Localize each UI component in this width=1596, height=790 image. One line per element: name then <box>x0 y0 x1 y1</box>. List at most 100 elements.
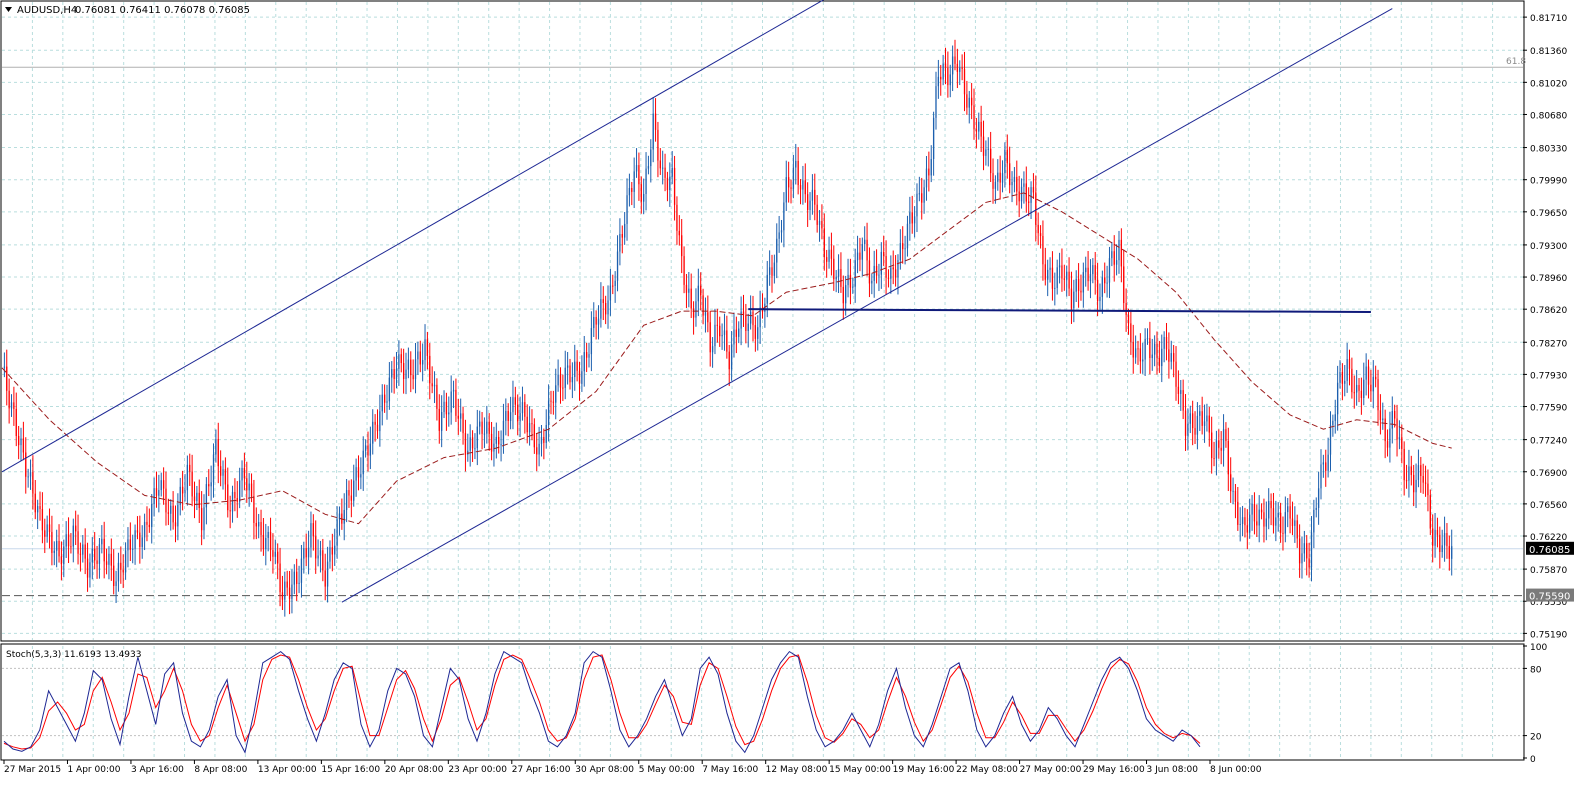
candle-body <box>944 63 947 68</box>
candle-bearish <box>455 378 457 422</box>
candle-body <box>75 525 77 532</box>
candle-bullish <box>364 439 367 458</box>
candle-bullish <box>469 424 471 467</box>
candle-bearish <box>681 219 683 274</box>
candle-bullish <box>1066 265 1068 297</box>
candle-bearish <box>357 455 360 491</box>
candle-body <box>1413 474 1415 493</box>
candle-body <box>538 443 540 455</box>
support-line[interactable] <box>748 308 1371 314</box>
candle-body <box>1382 418 1384 421</box>
candle-bullish <box>1011 171 1013 203</box>
candle-bullish <box>733 312 735 358</box>
candle-bullish <box>1115 244 1118 276</box>
candle-bearish <box>595 310 597 340</box>
candle-body <box>533 424 536 448</box>
candle-bullish <box>968 91 970 124</box>
candle-bullish <box>923 179 925 214</box>
time-tick-label: 5 May 00:00 <box>639 765 695 775</box>
candle-bullish <box>1023 171 1025 204</box>
candle-body <box>700 285 702 296</box>
candle-body <box>688 288 690 293</box>
candle-body <box>652 113 654 150</box>
candle-body <box>63 546 65 565</box>
candle-body <box>36 506 39 513</box>
candle-body <box>405 369 407 379</box>
candle-bullish <box>930 145 932 183</box>
candle-body <box>994 181 997 189</box>
channel-upper-line[interactable] <box>1 0 858 473</box>
candle-bearish <box>754 316 757 352</box>
candle-bearish <box>488 413 490 451</box>
candle-bullish <box>935 71 937 130</box>
dropdown-triangle-icon[interactable] <box>5 7 12 12</box>
candle-body <box>1153 343 1156 355</box>
candle-body <box>174 522 177 527</box>
candle-body <box>262 534 265 550</box>
price-chart-pane[interactable]: 0.81710 0.81360 0.81020 0.80680 0.80330 0.799… <box>0 0 1574 642</box>
candle-bearish <box>659 148 661 175</box>
candle-body <box>253 496 255 523</box>
candle-body <box>1329 424 1332 455</box>
candle-body <box>189 464 191 472</box>
candle-bullish <box>662 150 664 185</box>
current-price-label: 0.76085 <box>1529 545 1570 556</box>
candle-body <box>830 249 833 259</box>
candle-body <box>1218 440 1220 448</box>
candle-bullish <box>1203 404 1206 443</box>
candle-body <box>654 113 657 130</box>
candle-body <box>1151 354 1153 359</box>
candle-body <box>721 334 723 337</box>
stochastic-pane[interactable]: 100 80 20 0 <box>0 643 1547 765</box>
candle-body <box>574 361 576 378</box>
candle-bearish <box>1063 264 1065 291</box>
candle-bearish <box>60 541 63 581</box>
candle-bearish <box>1137 340 1139 365</box>
candle-body <box>248 483 250 491</box>
candle-body <box>486 421 488 434</box>
candle-bullish <box>1434 512 1436 558</box>
candle-bullish <box>669 162 671 207</box>
candle-bullish <box>124 542 127 580</box>
candle-bullish <box>1313 499 1315 549</box>
candle-bullish <box>258 513 260 539</box>
candle-body <box>1118 239 1120 261</box>
candle-body <box>583 352 585 372</box>
time-tick-label: 3 Apr 16:00 <box>131 765 184 775</box>
candle-body <box>208 484 210 487</box>
candle-body <box>1196 415 1199 435</box>
candle-body <box>122 569 124 573</box>
candle-bearish <box>840 252 842 293</box>
candle-bullish <box>1106 265 1108 298</box>
candle-body <box>856 252 859 261</box>
candle-bullish <box>29 459 32 490</box>
candle-bearish <box>726 315 728 359</box>
candle-bearish <box>707 295 709 333</box>
candle-bullish <box>697 268 699 317</box>
candle-body <box>614 280 616 286</box>
candle-body <box>719 325 721 337</box>
candle-bearish <box>821 204 823 240</box>
candle-bearish <box>234 478 236 512</box>
candle-bearish <box>58 524 60 563</box>
candle-body <box>795 160 797 168</box>
candle-bearish <box>1432 514 1434 563</box>
candle-body <box>481 421 483 434</box>
candle-bullish <box>3 352 6 378</box>
candle-bullish <box>1336 365 1339 431</box>
candle-body <box>1163 337 1165 349</box>
candle-body <box>493 443 495 452</box>
candle-bullish <box>495 422 497 459</box>
candle-bearish <box>376 409 379 439</box>
candle-bearish <box>1218 429 1220 459</box>
channel-lower-line[interactable] <box>341 8 1393 603</box>
candle-body <box>968 97 970 108</box>
candle-bearish <box>1175 346 1177 401</box>
candle-body <box>457 415 459 419</box>
candle-bullish <box>1332 414 1334 437</box>
candle-body <box>559 374 562 388</box>
candle-body <box>875 265 878 276</box>
candle-body <box>303 548 305 559</box>
candle-bearish <box>272 533 274 574</box>
candle-bullish <box>1161 334 1163 383</box>
